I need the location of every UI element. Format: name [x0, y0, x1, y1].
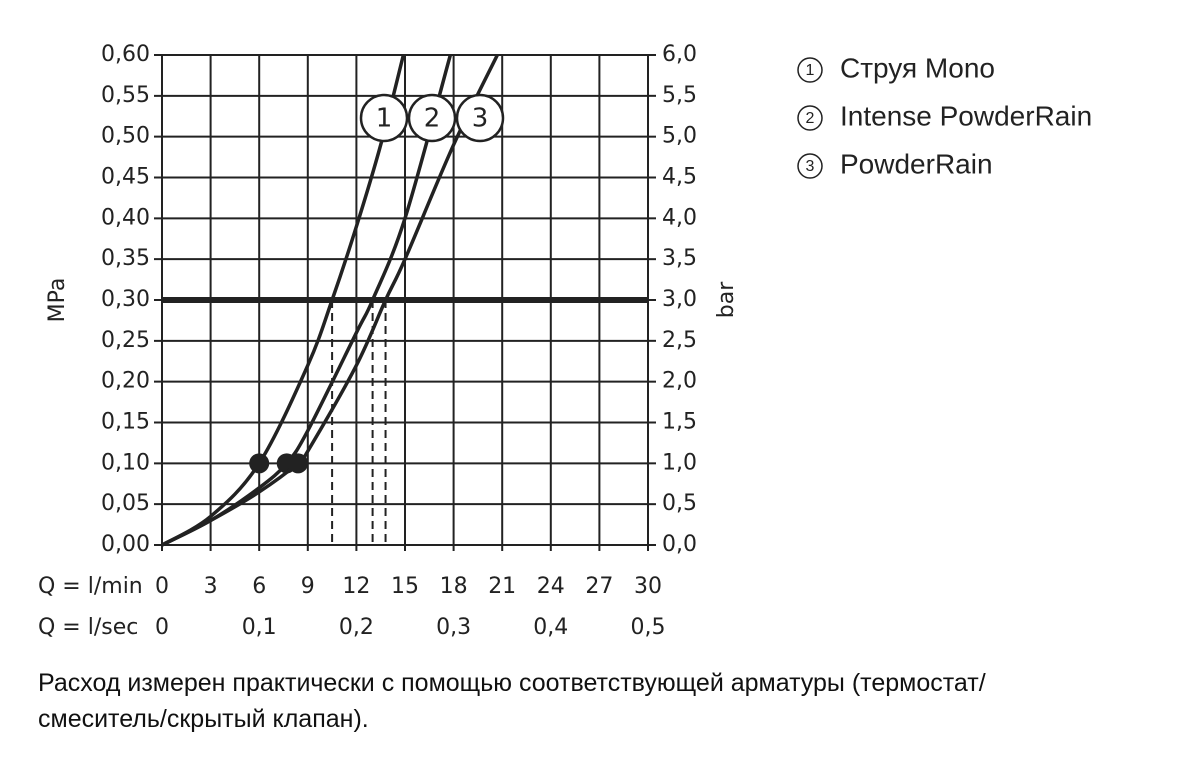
y-tick-label: 0,05 — [101, 491, 150, 516]
y2-tick-label: 2,0 — [662, 369, 697, 394]
x-tick-label: 15 — [391, 574, 419, 599]
y-tick-label: 0,50 — [101, 124, 150, 149]
legend-symbol — [797, 153, 823, 179]
y-tick-label: 0,60 — [101, 42, 150, 67]
legend-label: Струя Mono — [840, 52, 995, 83]
y2-tick-label: 5,0 — [662, 124, 697, 149]
y2-tick-label: 0,5 — [662, 491, 697, 516]
note-line: смеситель/скрытый клапан). — [38, 705, 369, 733]
y2-tick-label: 2,5 — [662, 328, 697, 353]
legend-label: Intense PowderRain — [840, 100, 1092, 131]
x-tick-label: 3 — [204, 574, 218, 599]
curve-label: 2 — [424, 104, 441, 134]
y-axis-label: MPa — [45, 278, 70, 323]
x-tick-label: 24 — [537, 574, 565, 599]
curve-label-circle — [407, 93, 457, 143]
y2-tick-label: 3,5 — [662, 246, 697, 271]
x-tick-label: 18 — [440, 574, 468, 599]
y-tick-label: 0,45 — [101, 165, 150, 190]
x-axis-label: Q = l/min — [38, 574, 143, 599]
y2-tick-label: 4,0 — [662, 205, 697, 230]
y-tick-label: 0,00 — [101, 532, 150, 557]
y2-tick-label: 3,0 — [662, 287, 697, 312]
x-tick-label: 6 — [252, 574, 266, 599]
curve-label: 3 — [472, 104, 489, 134]
legend-entry: 1 Струя Mono — [797, 52, 995, 83]
x2-tick-label: 0,4 — [533, 615, 568, 640]
curve-label-circle — [455, 93, 505, 143]
curve — [161, 54, 406, 547]
curve-label: 1 — [376, 104, 393, 134]
x-tick-label: 21 — [488, 574, 516, 599]
legend-symbol-label: 2 — [806, 110, 815, 127]
y-tick-label: 0,30 — [101, 287, 150, 312]
x2-tick-label: 0 — [155, 615, 169, 640]
legend-symbol — [797, 57, 823, 83]
x2-axis-label: Q = l/sec — [38, 615, 138, 640]
y-tick-label: 0,10 — [101, 450, 150, 475]
x2-tick-label: 0,1 — [242, 615, 277, 640]
y-tick-label: 0,15 — [101, 410, 150, 435]
y2-tick-label: 1,0 — [662, 450, 697, 475]
y2-tick-label: 1,5 — [662, 410, 697, 435]
x2-tick-label: 0,3 — [436, 615, 471, 640]
x-tick-label: 27 — [585, 574, 613, 599]
legend-entry: 3 PowderRain — [797, 148, 993, 179]
operating-point — [288, 453, 309, 474]
y2-tick-label: 4,5 — [662, 165, 697, 190]
y-tick-label: 0,35 — [101, 246, 150, 271]
legend-symbol — [797, 105, 823, 131]
x2-tick-label: 0,2 — [339, 615, 374, 640]
y2-tick-label: 0,0 — [662, 532, 697, 557]
operating-point — [249, 453, 270, 474]
x-tick-label: 0 — [155, 574, 169, 599]
y-tick-label: 0,20 — [101, 369, 150, 394]
y2-tick-label: 5,5 — [662, 83, 697, 108]
legend-symbol-label: 1 — [806, 62, 815, 79]
x-tick-label: 30 — [634, 574, 662, 599]
curve-label-circle — [359, 93, 409, 143]
y-tick-label: 0,55 — [101, 83, 150, 108]
y-tick-label: 0,25 — [101, 328, 150, 353]
legend-symbol-label: 3 — [806, 158, 815, 175]
y-tick-label: 0,40 — [101, 205, 150, 230]
curve — [161, 54, 499, 547]
x2-tick-label: 0,5 — [631, 615, 666, 640]
y2-tick-label: 6,0 — [662, 42, 697, 67]
legend-entry: 2 Intense PowderRain — [797, 100, 1092, 131]
footnote: Расход измерен практически с помощью соо… — [38, 665, 1178, 737]
note-line: Расход измерен практически с помощью соо… — [38, 669, 986, 697]
chart: 0,000,050,100,150,200,250,300,350,400,45… — [38, 42, 1092, 640]
y2-axis-label: bar — [714, 281, 739, 318]
x-tick-label: 12 — [342, 574, 370, 599]
legend-label: PowderRain — [840, 148, 993, 179]
x-tick-label: 9 — [301, 574, 315, 599]
